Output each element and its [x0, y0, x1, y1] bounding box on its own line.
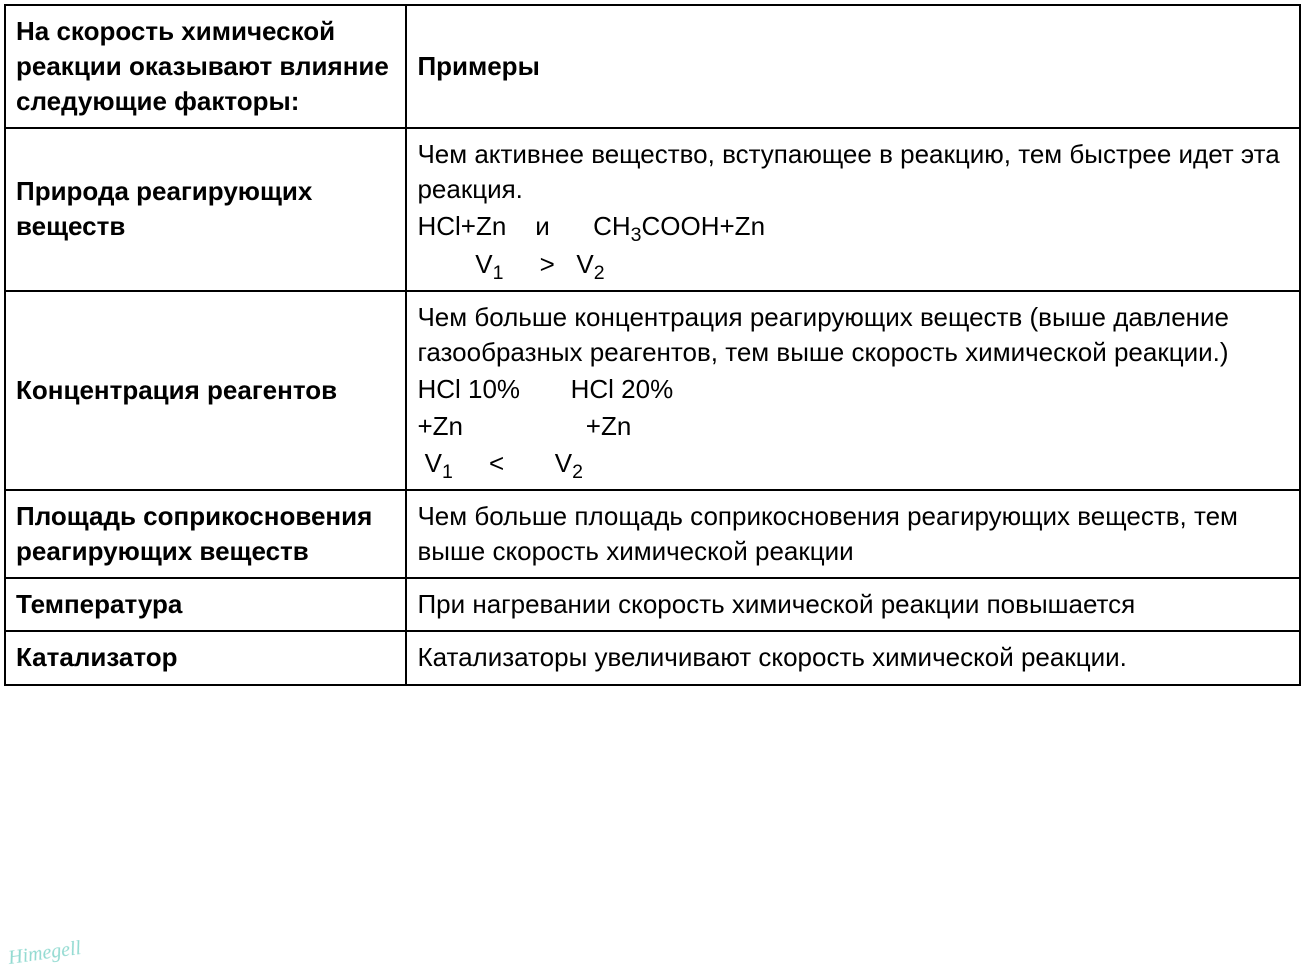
example-cell: Чем больше концентрация реагирующих веще…: [406, 291, 1300, 490]
table-row: Температура При нагревании скорость химич…: [5, 578, 1300, 631]
subscript: 1: [493, 262, 504, 284]
formula-line: +Zn +Zn: [417, 409, 1289, 444]
example-text: При нагревании скорость химической реакц…: [417, 587, 1289, 622]
watermark-text: Himegell: [7, 937, 83, 970]
formula-line: V1 > V2: [417, 247, 1289, 282]
example-cell: Чем активнее вещество, вступающее в реак…: [406, 128, 1300, 290]
factor-name-cell: Температура: [5, 578, 406, 631]
subscript: 2: [594, 262, 605, 284]
table-row: Катализатор Катализаторы увеличивают скор…: [5, 631, 1300, 684]
subscript: 2: [572, 461, 583, 483]
example-text: Чем больше концентрация реагирующих веще…: [417, 300, 1289, 370]
subscript: 1: [442, 461, 453, 483]
factors-table: На скорость химической реакции оказывают…: [4, 4, 1301, 686]
example-cell: Катализаторы увеличивают скорость химиче…: [406, 631, 1300, 684]
example-text: Чем активнее вещество, вступающее в реак…: [417, 137, 1289, 207]
table-row: Природа реагирующих веществЧем активнее …: [5, 128, 1300, 290]
example-text: Катализаторы увеличивают скорость химиче…: [417, 640, 1289, 675]
example-cell: Чем больше площадь соприкосновения реаги…: [406, 490, 1300, 578]
table-header-row: На скорость химической реакции оказывают…: [5, 5, 1300, 128]
header-right-cell: Примеры: [406, 5, 1300, 128]
factor-name-cell: Природа реагирующих веществ: [5, 128, 406, 290]
example-cell: При нагревании скорость химической реакц…: [406, 578, 1300, 631]
formula-line: HCl 10% HCl 20%: [417, 372, 1289, 407]
formula-line: HCl+Zn и CH3COOH+Zn: [417, 209, 1289, 244]
factor-name-cell: Катализатор: [5, 631, 406, 684]
subscript: 3: [631, 225, 642, 247]
factor-name-cell: Концентрация реагентов: [5, 291, 406, 490]
formula-line: V1 < V2: [417, 446, 1289, 481]
table-row: Концентрация реагентовЧем больше концент…: [5, 291, 1300, 490]
factor-name-cell: Площадь соприкосновения реагирующих веще…: [5, 490, 406, 578]
example-text: Чем больше площадь соприкосновения реаги…: [417, 499, 1289, 569]
header-left-cell: На скорость химической реакции оказывают…: [5, 5, 406, 128]
table-row: Площадь соприкосновения реагирующих веще…: [5, 490, 1300, 578]
